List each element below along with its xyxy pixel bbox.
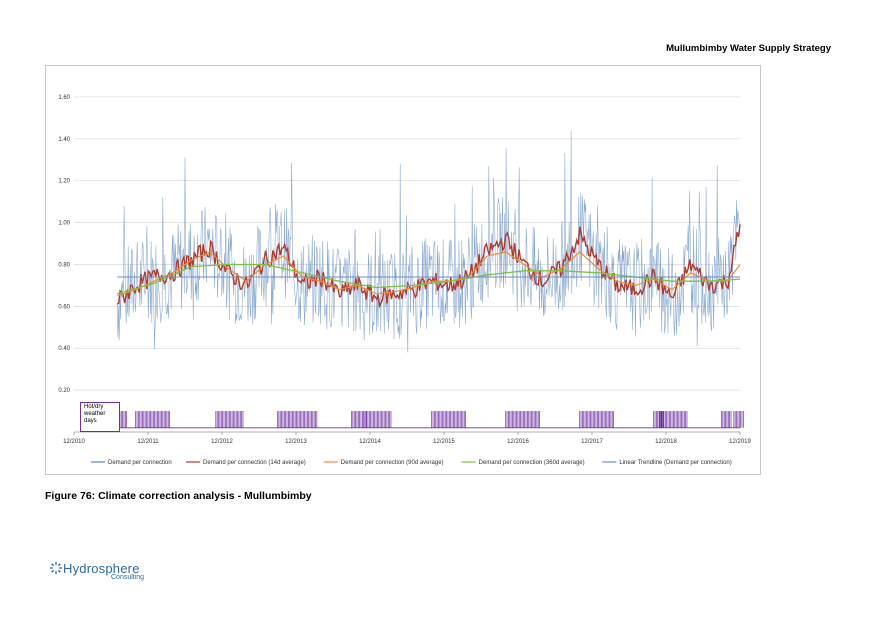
- x-tick-label: 12/2014: [359, 439, 381, 445]
- hot-dry-period: [505, 411, 540, 428]
- legend-label: Demand per connection (14d average): [203, 460, 306, 466]
- hot-dry-period: [363, 411, 392, 428]
- legend-label: Demand per connection: [108, 460, 172, 466]
- hot-dry-annotation-box: Hot/dry weather days: [80, 402, 120, 432]
- hot-dry-annotation-text: Hot/dry weather days: [84, 404, 106, 424]
- company-logo: Hydrosphere Consulting: [49, 560, 144, 581]
- y-tick-label: 1.00: [58, 221, 70, 227]
- x-tick-label: 12/2011: [137, 439, 159, 445]
- x-tick-label: 12/2019: [729, 439, 751, 445]
- x-tick-label: 12/2016: [507, 439, 529, 445]
- page-header-title: Mullumbimby Water Supply Strategy: [666, 43, 831, 54]
- y-tick-label: 0.80: [58, 262, 70, 268]
- figure-caption: Figure 76: Climate correction analysis -…: [45, 490, 312, 502]
- legend-label: Demand per connection (360d average): [479, 460, 585, 466]
- x-tick-label: 12/2013: [285, 439, 307, 445]
- y-tick-label: 0.20: [58, 388, 70, 394]
- series-demand-raw-line: [116, 130, 741, 353]
- chart-svg: 1.60 1.40 1.20 1.00 0.80 0.60 0.40 0.20 12/2010 1…: [58, 95, 751, 466]
- hot-dry-period: [733, 411, 744, 428]
- series-14d-average-line: [116, 224, 741, 309]
- hot-dry-period: [277, 411, 318, 428]
- series-360d-average-line: [117, 263, 741, 295]
- hot-dry-period: [721, 411, 732, 428]
- logo-subtitle: Consulting: [111, 574, 145, 581]
- hot-dry-period: [653, 411, 664, 428]
- hot-dry-period: [579, 411, 614, 428]
- hot-dry-period: [659, 411, 688, 428]
- hot-dry-period: [431, 411, 466, 428]
- logo-name: Hydrosphere: [63, 560, 140, 576]
- x-tick-label: 12/2012: [211, 439, 233, 445]
- y-tick-label: 1.20: [58, 179, 70, 185]
- legend-label: Demand per connection (90d average): [341, 460, 444, 466]
- y-tick-label: 0.40: [58, 346, 70, 352]
- hot-dry-period: [215, 411, 244, 428]
- y-tick-label: 0.60: [58, 304, 70, 310]
- hot-dry-period: [135, 411, 170, 428]
- x-tick-label: 12/2015: [433, 439, 455, 445]
- y-tick-label: 1.40: [58, 137, 70, 143]
- x-tick-label: 12/2017: [581, 439, 603, 445]
- x-tick-label: 12/2010: [63, 439, 85, 445]
- x-tick-label: 12/2018: [655, 439, 677, 445]
- legend-label: Linear Trendline (Demand per connection): [619, 460, 731, 466]
- chart-frame: 1.60 1.40 1.20 1.00 0.80 0.60 0.40 0.20 12/2010 1…: [45, 65, 761, 475]
- series-90d-average-line: [117, 251, 741, 297]
- sun-swirl-icon: [49, 561, 63, 575]
- hot-dry-period: [351, 411, 367, 428]
- y-tick-label: 1.60: [58, 95, 70, 101]
